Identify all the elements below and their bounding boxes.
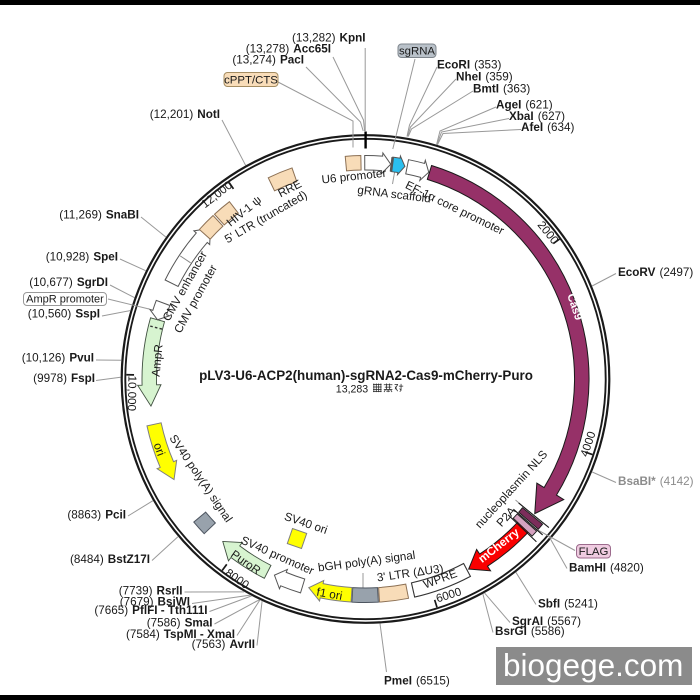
svg-text:AgeI(621): AgeI (621): [496, 99, 553, 112]
svg-text:SgrAI(5567): SgrAI (5567): [512, 615, 581, 628]
svg-text:XbaI(627): XbaI (627): [509, 110, 565, 123]
svg-text:(10,677)SgrDI: (10,677) SgrDI: [29, 276, 108, 289]
svg-text:PmeI(6515): PmeI (6515): [384, 675, 450, 688]
svg-text:AfeI(634): AfeI (634): [521, 121, 574, 134]
svg-text:(10,126)PvuI: (10,126) PvuI: [22, 352, 94, 365]
svg-text:SV40 poly(A) signal: SV40 poly(A) signal: [167, 432, 235, 524]
svg-text:(7586)SmaI: (7586) SmaI: [147, 617, 213, 630]
svg-text:f1 ori: f1 ori: [315, 586, 343, 603]
svg-text:NheI(359): NheI (359): [456, 71, 513, 84]
svg-text:sgRNA: sgRNA: [399, 45, 435, 57]
svg-text:EcoRI(353): EcoRI (353): [437, 59, 502, 72]
svg-text:(10,928)SpeI: (10,928) SpeI: [46, 251, 118, 264]
svg-text:(12,201)NotI: (12,201) NotI: [150, 108, 220, 121]
svg-text:(13,274)PacI: (13,274) PacI: [232, 54, 304, 67]
svg-text:EcoRV(2497): EcoRV (2497): [618, 266, 693, 279]
svg-text:(8863)PciI: (8863) PciI: [67, 509, 126, 522]
svg-text:(7563)AvrII: (7563) AvrII: [192, 638, 255, 651]
svg-text:10,000: 10,000: [125, 375, 139, 411]
svg-text:BsrGI(5586): BsrGI (5586): [495, 625, 565, 638]
svg-text:(9978)FspI: (9978) FspI: [33, 372, 95, 385]
svg-text:(13,278)Acc65I: (13,278) Acc65I: [246, 43, 331, 56]
svg-text:AmpR: AmpR: [150, 344, 166, 378]
svg-text:(11,269)SnaBI: (11,269) SnaBI: [59, 209, 139, 222]
svg-text:ori: ori: [151, 441, 168, 458]
svg-text:BmtI(363): BmtI (363): [473, 83, 530, 96]
svg-text:BamHI(4820): BamHI (4820): [569, 562, 644, 575]
svg-text:SbfI(5241): SbfI (5241): [538, 598, 598, 611]
svg-text:BsaBI*(4142): BsaBI* (4142): [618, 475, 694, 488]
svg-text:AmpR promoter: AmpR promoter: [26, 293, 104, 305]
svg-text:(7665)PflFI - Tth111I: (7665) PflFI - Tth111I: [94, 604, 207, 617]
svg-text:(13,282)KpnI: (13,282) KpnI: [292, 32, 366, 45]
svg-text:(7739)RsrII: (7739) RsrII: [119, 585, 183, 598]
svg-text:pLV3-U6-ACP2(human)-sgRNA2-Cas: pLV3-U6-ACP2(human)-sgRNA2-Cas9-mCherry-…: [199, 368, 533, 383]
svg-text:(7584)TspMI - XmaI: (7584) TspMI - XmaI: [126, 628, 235, 641]
svg-text:cPPT/CTS: cPPT/CTS: [224, 74, 278, 86]
svg-text:(8484)BstZ17I: (8484) BstZ17I: [70, 553, 150, 566]
svg-text:(10,560)SspI: (10,560) SspI: [28, 308, 100, 321]
svg-text:U6 promoter: U6 promoter: [321, 167, 387, 187]
svg-text:(7679)BsiWI: (7679) BsiWI: [120, 596, 190, 609]
svg-text:FLAG: FLAG: [579, 546, 609, 558]
svg-text:13,283: 13,283: [336, 384, 369, 396]
